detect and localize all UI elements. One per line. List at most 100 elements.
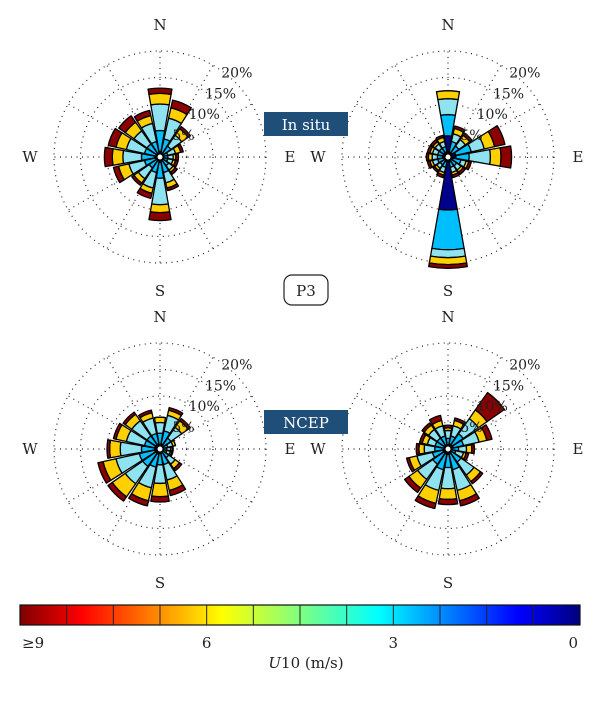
colorbar-title-italic: U (268, 654, 282, 672)
petal-dir4-bin3 (489, 147, 502, 167)
colorbar-tick-label: ≥9 (22, 634, 44, 652)
spoke (394, 356, 449, 450)
petal-dir9-bin4 (136, 187, 153, 200)
petal-dir10-bin4 (107, 481, 128, 502)
ring-label: 10% (477, 399, 508, 415)
spoke (106, 448, 161, 542)
petal-dir5-bin4 (462, 452, 470, 462)
spoke (355, 103, 449, 158)
compass-south: S (443, 282, 453, 300)
spoke (159, 448, 214, 542)
ring-label: 20% (221, 357, 252, 373)
ring-15pct (367, 76, 529, 238)
spoke (355, 156, 449, 211)
wind-rose-ncep-right: 5% 10% 15% 20% N S W E (310, 308, 583, 592)
spoke (159, 356, 214, 450)
compass-north: N (441, 308, 454, 326)
colorbar-tick-label: 6 (202, 634, 212, 652)
wind-rose-in-situ-left: 5% 10% 15% 20% N S W E (22, 16, 295, 300)
petal-dir7-bin4 (166, 183, 180, 192)
compass-east: E (573, 440, 584, 458)
petal-dir8-bin3 (149, 203, 171, 214)
spoke (67, 448, 161, 503)
ring-15pct (367, 368, 529, 530)
petal-dir14-bin4 (429, 138, 439, 148)
petal-dir1-bin4 (453, 125, 466, 134)
ring-label: 5% (172, 128, 194, 144)
ncep-label: NCEP (283, 414, 329, 432)
petal-dir4-bin3 (465, 444, 473, 454)
petal-dir2-bin4 (179, 125, 192, 138)
petal-dir9-bin4 (128, 493, 150, 507)
colorbar-title: U10 (m/s) (268, 654, 343, 672)
petal-dir8-bin4 (437, 497, 459, 506)
spoke (159, 103, 253, 158)
petal-dir4-bin4 (470, 443, 476, 455)
spoke (394, 64, 449, 158)
petal-dir6-bin4 (457, 166, 467, 176)
petal-dir9-bin4 (435, 171, 445, 179)
compass-west: W (22, 440, 38, 458)
petal-dir1-bin4 (453, 417, 466, 426)
petal-dir10-bin4 (432, 165, 440, 173)
petal-dir11-bin4 (112, 165, 125, 184)
spoke (447, 395, 541, 450)
petal-dir14-bin4 (421, 422, 432, 433)
spoke (159, 156, 214, 250)
petal-dir8-bin1 (431, 208, 465, 251)
petal-dir5-bin4 (465, 160, 472, 171)
spoke (447, 448, 541, 503)
rose-center (444, 153, 452, 161)
petal-dir1-bin4 (167, 406, 184, 417)
spoke (355, 448, 449, 503)
ring-label: 20% (509, 65, 540, 81)
petal-dir11-bin4 (405, 456, 416, 473)
in-situ-tag: In situ (264, 112, 348, 136)
petal-dir15-bin4 (435, 134, 445, 141)
petal-dir3-bin4 (487, 125, 506, 148)
petal-dir10-bin4 (403, 475, 422, 494)
rose-center (156, 445, 164, 453)
ring-label: 5% (460, 128, 482, 144)
petal-dir8-bin4 (150, 495, 170, 503)
petal-dir15-bin4 (133, 109, 152, 122)
petal-dir6-bin4 (470, 471, 484, 485)
spoke (447, 64, 502, 158)
petal-dir0-bin4 (443, 424, 453, 429)
petal-dir3-bin4 (480, 424, 493, 442)
spoke (447, 103, 541, 158)
ring-label: 15% (205, 378, 236, 394)
petal-dir14-bin4 (122, 411, 137, 426)
ring-label: 15% (205, 86, 236, 102)
petal-dir11-bin4 (97, 460, 112, 484)
petal-dir5-bin4 (172, 159, 179, 168)
ring-label: 20% (221, 65, 252, 81)
compass-north: N (153, 308, 166, 326)
petal-dir12-bin4 (103, 146, 114, 168)
ring-15pct (79, 76, 241, 238)
compass-east: E (573, 148, 584, 166)
compass-south: S (155, 282, 165, 300)
spoke (355, 395, 449, 450)
petal-dir2-bin4 (462, 132, 473, 143)
petal-dir9-bin4 (414, 495, 437, 510)
petal-dir7-bin4 (458, 493, 480, 507)
petal-dir13-bin4 (107, 127, 123, 148)
petal-dir0-bin4 (147, 87, 173, 96)
compass-west: W (310, 148, 326, 166)
petal-dir0-bin3 (148, 92, 172, 106)
colorbar: ≥9 6 3 0 U10 (m/s) (19, 604, 581, 672)
ring-label: 20% (509, 357, 540, 373)
compass-east: E (285, 440, 296, 458)
spoke (447, 156, 541, 211)
compass-north: N (153, 16, 166, 34)
ncep-tag: NCEP (264, 410, 348, 434)
petal-dir8-bin3 (151, 482, 169, 498)
ring-15pct (79, 368, 241, 530)
petal-dir0-bin2 (437, 98, 459, 116)
petal-dir7-bin4 (451, 171, 461, 179)
petal-dir13-bin4 (112, 422, 123, 440)
petal-dir12-bin3 (109, 439, 122, 459)
in-situ-label: In situ (282, 116, 331, 134)
